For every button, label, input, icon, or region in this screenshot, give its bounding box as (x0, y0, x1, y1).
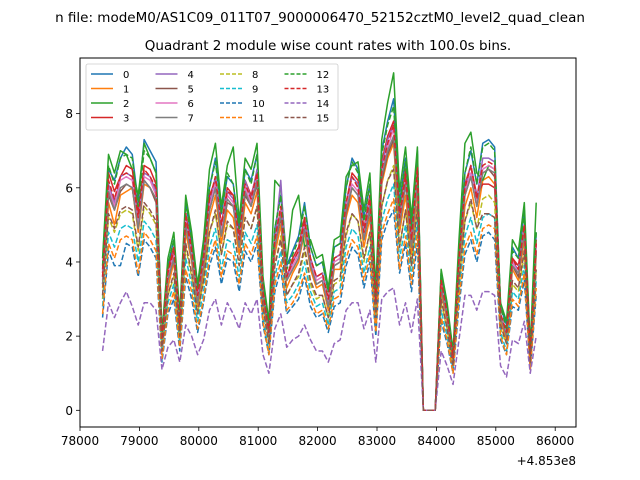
legend-label-14: 14 (317, 99, 330, 110)
series-line-15 (101, 168, 537, 412)
x-tick-label: 82000 (299, 434, 337, 448)
legend-label-0: 0 (123, 70, 129, 81)
legend-label-12: 12 (317, 70, 330, 81)
y-tick-label: 2 (65, 330, 73, 344)
series-line-8 (101, 164, 537, 412)
y-tick-label: 0 (65, 404, 73, 418)
legend-label-1: 1 (123, 85, 129, 96)
axes-frame (79, 57, 577, 428)
series-lines (101, 72, 537, 412)
x-tick-label: 85000 (477, 434, 515, 448)
x-tick-label: 84000 (417, 434, 455, 448)
legend-label-5: 5 (188, 85, 194, 96)
y-axis: 0 2 4 6 8 (65, 107, 80, 418)
series-line-14 (101, 287, 537, 412)
x-tick-label: 79000 (120, 434, 158, 448)
legend-label-10: 10 (252, 99, 265, 110)
plot-area (101, 72, 537, 412)
legend-label-8: 8 (252, 70, 258, 81)
x-tick-label: 78000 (61, 434, 99, 448)
x-tick-label: 80000 (180, 434, 218, 448)
series-line-12 (101, 105, 537, 412)
x-axis: 78000 79000 80000 81000 82000 83000 84000 85000… (61, 427, 574, 448)
chart-title: Quadrant 2 module wise count rates with … (145, 38, 511, 54)
series-line-13 (101, 124, 537, 412)
series-line-11 (101, 198, 537, 412)
legend-label-6: 6 (188, 99, 194, 110)
figure-suptitle: n file: modeM0/AS1C09_011T07_9000006470_… (55, 10, 585, 26)
legend-label-3: 3 (123, 114, 129, 125)
legend-label-11: 11 (252, 114, 265, 125)
y-tick-label: 8 (65, 107, 73, 121)
y-tick-label: 6 (65, 181, 73, 195)
x-tick-label: 81000 (239, 434, 277, 448)
series-line-10 (101, 209, 537, 412)
series-line-9 (101, 183, 537, 412)
legend-label-2: 2 (123, 99, 129, 110)
legend-label-15: 15 (317, 114, 330, 125)
x-tick-label: 86000 (536, 434, 574, 448)
legend-label-4: 4 (188, 70, 194, 81)
legend-label-13: 13 (317, 85, 330, 96)
x-offset-text: +4.853e8 (517, 454, 576, 468)
legend-frame (85, 63, 339, 131)
x-tick-label: 83000 (358, 434, 396, 448)
legend-label-9: 9 (252, 85, 258, 96)
legend-label-7: 7 (188, 114, 194, 125)
y-tick-label: 4 (65, 255, 73, 269)
